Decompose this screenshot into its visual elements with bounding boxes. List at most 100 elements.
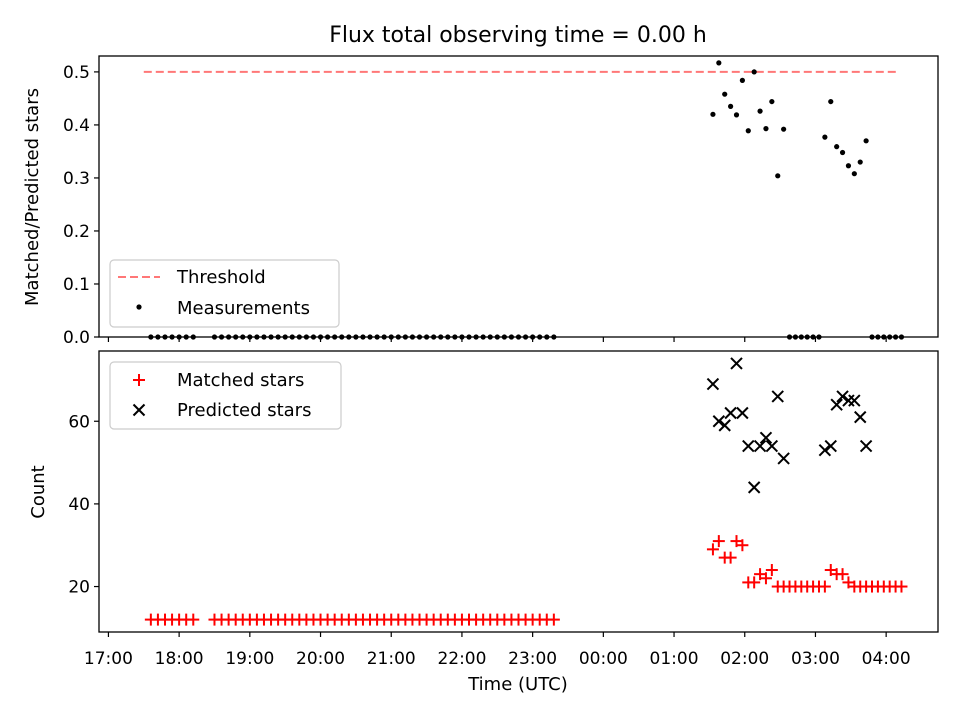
x-stroke xyxy=(759,431,773,444)
measurement-point xyxy=(863,138,869,144)
measurement-point xyxy=(745,128,751,134)
predicted-star-point xyxy=(771,390,784,403)
matched-star-point xyxy=(547,613,560,626)
x-stroke xyxy=(742,439,755,453)
x-tick-label: 17:00 xyxy=(84,649,133,669)
x-tick-label: 00:00 xyxy=(579,649,628,669)
x-tick-label: 01:00 xyxy=(650,649,699,669)
predicted-star-point xyxy=(824,439,837,453)
x-stroke xyxy=(132,403,146,417)
x-tick-label: 20:00 xyxy=(296,649,345,669)
measurement-point xyxy=(781,126,787,132)
top-chart-title: Flux total observing time = 0.00 h xyxy=(329,23,707,48)
x-axis-label: Time (UTC) xyxy=(467,674,568,695)
measurement-point xyxy=(751,69,757,75)
x-stroke xyxy=(706,377,720,391)
x-stroke xyxy=(771,390,784,403)
matched-star-point xyxy=(759,572,772,585)
x-tick-label: 03:00 xyxy=(791,649,840,669)
measurement-point xyxy=(822,134,828,140)
predicted-star-point xyxy=(848,394,861,407)
x-tick-label: 21:00 xyxy=(367,649,416,669)
measurement-point xyxy=(739,77,745,83)
legend-measurements-swatch xyxy=(136,304,142,310)
measurement-point xyxy=(769,98,775,105)
bottom-legend: Matched stars Predicted stars xyxy=(109,361,342,430)
measurement-point xyxy=(722,91,728,97)
bottom-legend-box xyxy=(109,361,342,430)
x-tick-label: 23:00 xyxy=(508,649,557,669)
matched-star-point xyxy=(736,539,749,552)
bottom-y-axis-label: Count xyxy=(28,465,49,518)
predicted-star-point xyxy=(730,357,743,370)
top-y-axis-label: Matched/Predicted stars xyxy=(22,88,43,306)
measurement-point xyxy=(733,112,740,118)
legend-threshold-label: Threshold xyxy=(176,267,266,288)
x-tick-label: 04:00 xyxy=(862,649,911,669)
predicted-star-point xyxy=(712,415,726,428)
top-legend: Threshold Measurements xyxy=(109,259,340,328)
x-stroke xyxy=(848,394,861,407)
predicted-star-point xyxy=(830,398,843,411)
predicted-star-point xyxy=(724,406,737,420)
measurement-point xyxy=(839,149,846,156)
x-tick-label: 22:00 xyxy=(437,649,486,669)
matched-star-point xyxy=(895,580,908,593)
x-stroke xyxy=(730,357,743,370)
bottom-plot-frame xyxy=(98,350,939,633)
measurement-point xyxy=(851,171,857,177)
measurement-point xyxy=(834,144,840,150)
x-stroke xyxy=(777,452,790,465)
legend-matched-label: Matched stars xyxy=(177,370,304,391)
measurement-point xyxy=(710,111,716,117)
matched-star-point xyxy=(724,551,737,564)
measurement-point xyxy=(763,126,769,132)
predicted-star-point xyxy=(736,406,749,420)
measurement-point xyxy=(728,103,734,109)
top-plot-frame xyxy=(98,55,939,338)
x-stroke xyxy=(736,406,749,420)
legend-matched-swatch xyxy=(133,374,145,386)
measurement-point xyxy=(716,60,722,66)
predicted-star-point xyxy=(842,394,855,407)
x-stroke xyxy=(753,439,767,453)
top-y-tick-label: 0.2 xyxy=(63,222,90,242)
legend-predicted-swatch xyxy=(132,403,146,417)
measurement-point xyxy=(857,159,863,165)
x-stroke xyxy=(836,390,849,403)
top-y-tick-label: 0.0 xyxy=(63,328,90,348)
predicted-star-point xyxy=(759,431,773,444)
x-stroke xyxy=(830,398,843,411)
bottom-y-axis: 20 40 60 xyxy=(68,412,99,598)
predicted-star-point xyxy=(718,419,731,432)
x-axis: 17:00 18:00 19:00 20:00 21:00 22:00 23:00 00:00… xyxy=(84,632,911,669)
predicted-star-point xyxy=(854,410,867,424)
x-tick-label: 19:00 xyxy=(225,649,274,669)
matched-star-point xyxy=(712,535,725,548)
measurement-point xyxy=(757,108,763,114)
x-stroke xyxy=(712,415,726,428)
measurement-point xyxy=(845,163,852,169)
x-stroke xyxy=(747,481,761,494)
bottom-y-tick-label: 60 xyxy=(68,412,90,432)
x-tick-label: 18:00 xyxy=(155,649,204,669)
top-y-tick-label: 0.1 xyxy=(63,275,90,295)
x-stroke xyxy=(765,439,779,453)
predicted-star-point xyxy=(747,481,761,494)
bottom-plot-area xyxy=(144,357,908,626)
matched-star-point xyxy=(748,576,761,589)
matched-star-point xyxy=(836,568,849,581)
bottom-y-tick-label: 40 xyxy=(68,495,90,515)
predicted-star-point xyxy=(818,443,832,457)
x-stroke xyxy=(854,410,867,424)
predicted-star-point xyxy=(742,439,755,453)
matched-star-point xyxy=(706,543,719,556)
top-y-tick-label: 0.3 xyxy=(63,169,90,189)
x-stroke xyxy=(724,406,737,420)
measurement-point xyxy=(828,98,834,105)
top-y-axis: 0.0 0.1 0.2 0.3 0.4 0.5 xyxy=(63,63,99,348)
x-stroke xyxy=(842,394,855,407)
top-y-tick-label: 0.5 xyxy=(63,63,90,83)
